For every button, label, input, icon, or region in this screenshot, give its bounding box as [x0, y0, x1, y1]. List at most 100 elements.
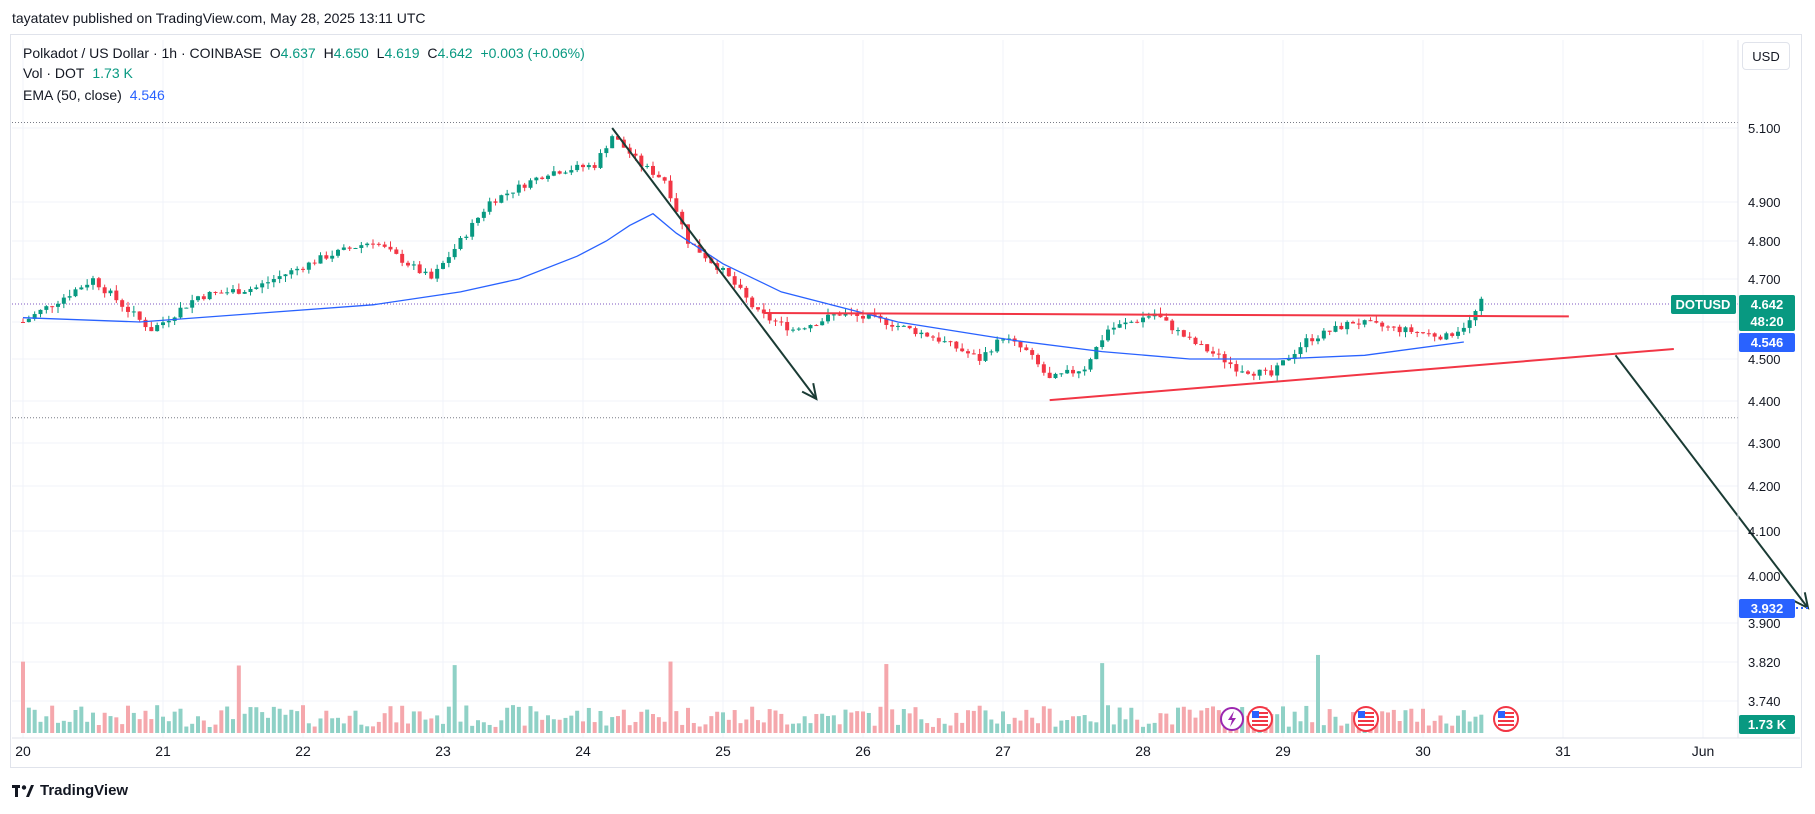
- candle-body: [1298, 347, 1303, 355]
- candle-body: [1304, 338, 1309, 348]
- flag-stripe: [1498, 716, 1514, 718]
- candle-body: [936, 337, 941, 342]
- candle-body: [149, 327, 154, 332]
- candle-body: [569, 170, 574, 173]
- us-flag-event-icon[interactable]: [1247, 706, 1273, 732]
- candle-body: [744, 287, 749, 298]
- volume-bar: [1211, 706, 1215, 733]
- candle-body: [225, 292, 230, 294]
- volume-bar: [394, 722, 399, 733]
- volume-bar: [1181, 706, 1186, 733]
- candle-body: [1479, 298, 1484, 312]
- volume-bar: [936, 718, 941, 733]
- volume-bar: [1450, 725, 1455, 733]
- candle-body: [557, 171, 562, 174]
- volume-bar: [499, 720, 504, 733]
- flag-stripe: [1252, 716, 1268, 718]
- candle-body: [114, 290, 119, 301]
- candle-body: [785, 321, 790, 331]
- volume-bar: [137, 719, 142, 733]
- volume-bar: [802, 716, 807, 733]
- candle-body: [470, 222, 475, 237]
- volume-bar: [341, 723, 346, 733]
- candle-body: [371, 243, 375, 245]
- candle-body: [1257, 369, 1262, 376]
- candle-body: [1438, 336, 1443, 340]
- volume-bar: [91, 712, 95, 733]
- volume-bar: [668, 661, 673, 733]
- tradingview-logo[interactable]: TradingView: [12, 782, 128, 799]
- candle-body: [511, 192, 515, 194]
- candle-body: [219, 292, 224, 294]
- volume-bar: [1374, 721, 1379, 733]
- volume-bar: [1152, 722, 1157, 733]
- candle-body: [808, 325, 813, 329]
- candle-body: [884, 318, 889, 325]
- candle-body: [721, 267, 725, 270]
- us-flag-event-icon[interactable]: [1493, 706, 1519, 732]
- candle-body: [890, 324, 895, 327]
- candle-body: [85, 284, 90, 288]
- volume-bar: [330, 718, 335, 733]
- volume-bar: [674, 711, 679, 733]
- volume-bar: [721, 712, 725, 733]
- volume-bar: [411, 711, 416, 733]
- candle-body: [1345, 321, 1350, 330]
- volume-bar: [837, 724, 842, 733]
- candle-body: [1164, 317, 1169, 321]
- candle-body: [417, 264, 422, 274]
- volume-bar: [1222, 726, 1227, 733]
- volume-bar: [633, 721, 638, 733]
- target-tag-text: 3.932: [1751, 601, 1784, 616]
- volume-bar: [184, 726, 189, 733]
- legend-symbol[interactable]: Polkadot / US Dollar · 1h · COINBASE: [23, 45, 262, 61]
- volume-bar: [236, 665, 241, 733]
- legend-ema[interactable]: EMA (50, close) 4.546: [23, 85, 169, 105]
- candle-body: [1146, 316, 1151, 318]
- us-flag-event-icon[interactable]: [1353, 706, 1379, 732]
- candle-body: [1176, 330, 1180, 332]
- volume-bar: [172, 711, 177, 733]
- candle-body: [1082, 369, 1087, 372]
- volume-bar: [32, 709, 37, 733]
- volume-bar: [190, 723, 195, 733]
- time-tick-label: 20: [15, 743, 31, 759]
- volume-bar: [79, 706, 84, 733]
- volume-bar: [586, 707, 591, 733]
- candle-body: [651, 165, 655, 175]
- volume-bar: [306, 723, 311, 733]
- volume-bar: [791, 723, 795, 733]
- volume-bar: [254, 707, 259, 733]
- candle-body: [67, 296, 72, 298]
- volume-bar: [896, 724, 900, 733]
- candle-body: [347, 247, 352, 249]
- volume-bar: [645, 709, 650, 733]
- candle-body: [271, 279, 276, 283]
- candle-body: [1106, 329, 1110, 341]
- candle-body: [388, 246, 393, 250]
- volume-bar: [1380, 711, 1385, 733]
- volume-bar: [248, 707, 253, 733]
- volume-bar: [1100, 663, 1105, 733]
- candle-body: [581, 164, 585, 168]
- volume-bar: [441, 723, 445, 733]
- lightning-event-icon[interactable]: [1220, 707, 1244, 731]
- legend-open: 4.637: [280, 45, 316, 61]
- price-tick-label: 4.800: [1748, 234, 1781, 249]
- volume-bar: [266, 717, 270, 733]
- candle-body: [1397, 326, 1402, 333]
- volume-bar: [901, 709, 906, 733]
- currency-button[interactable]: USD: [1742, 42, 1790, 70]
- candle-body: [592, 165, 597, 168]
- candle-body: [242, 292, 247, 294]
- flag-stripe: [1252, 720, 1268, 722]
- legend-volume[interactable]: Vol · DOT 1.73 K: [23, 63, 137, 83]
- target-tag: [1739, 598, 1795, 618]
- drawings: [611, 127, 1810, 610]
- symbol-tag: [1671, 294, 1736, 314]
- volume-bar: [1158, 713, 1163, 733]
- candle-body: [1246, 371, 1250, 374]
- volume-bar: [131, 712, 136, 733]
- time-tick-label: 24: [575, 743, 591, 759]
